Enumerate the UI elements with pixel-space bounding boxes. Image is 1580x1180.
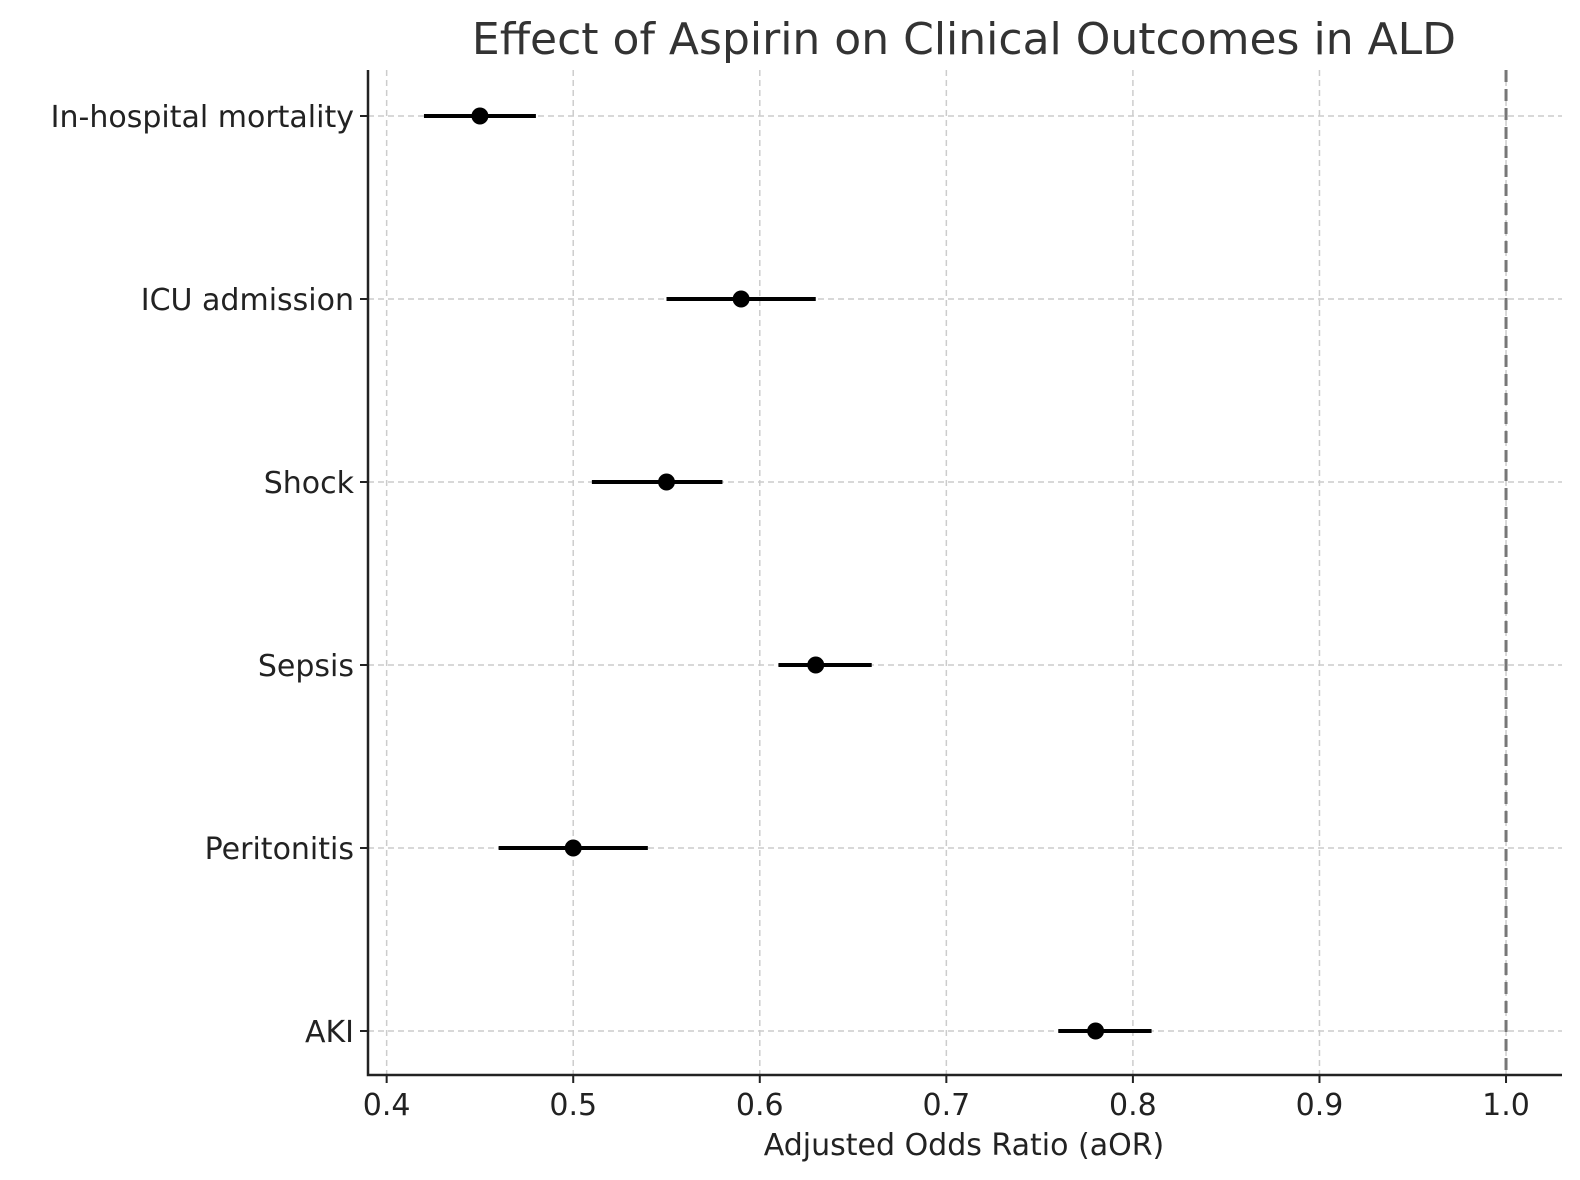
axes: 0.4 0.5 0.6 0.7 0.8 0.9 1.0 In-hospital mortali… <box>51 70 1562 1123</box>
chart-title: Effect of Aspirin on Clinical Outcomes i… <box>472 14 1456 65</box>
point-estimate <box>564 839 582 857</box>
y-tick-label: Shock <box>264 466 355 501</box>
point-estimate <box>1087 1022 1105 1040</box>
y-tick-label: Peritonitis <box>205 832 354 867</box>
data-marks <box>423 107 1152 1040</box>
x-tick-label: 0.8 <box>1109 1088 1157 1123</box>
x-tick-label: 0.6 <box>736 1088 784 1123</box>
point-estimate <box>732 290 750 308</box>
point-estimate <box>471 107 489 125</box>
axes-spine <box>366 70 1562 1077</box>
x-axis-label: Adjusted Odds Ratio (aOR) <box>764 1128 1165 1163</box>
x-tick-label: 1.0 <box>1482 1088 1530 1123</box>
x-tick-label: 0.7 <box>922 1088 970 1123</box>
grid <box>368 70 1562 1075</box>
y-tick-label: ICU admission <box>141 283 354 318</box>
y-tick-label: AKI <box>305 1015 354 1050</box>
point-estimate <box>807 656 825 674</box>
y-tick-label: Sepsis <box>258 649 354 684</box>
x-tick-label: 0.5 <box>549 1088 597 1123</box>
point-estimate <box>658 473 675 491</box>
x-tick-label: 0.9 <box>1296 1088 1344 1123</box>
x-tick-label: 0.4 <box>363 1088 411 1123</box>
y-tick-label: In-hospital mortality <box>51 100 354 135</box>
